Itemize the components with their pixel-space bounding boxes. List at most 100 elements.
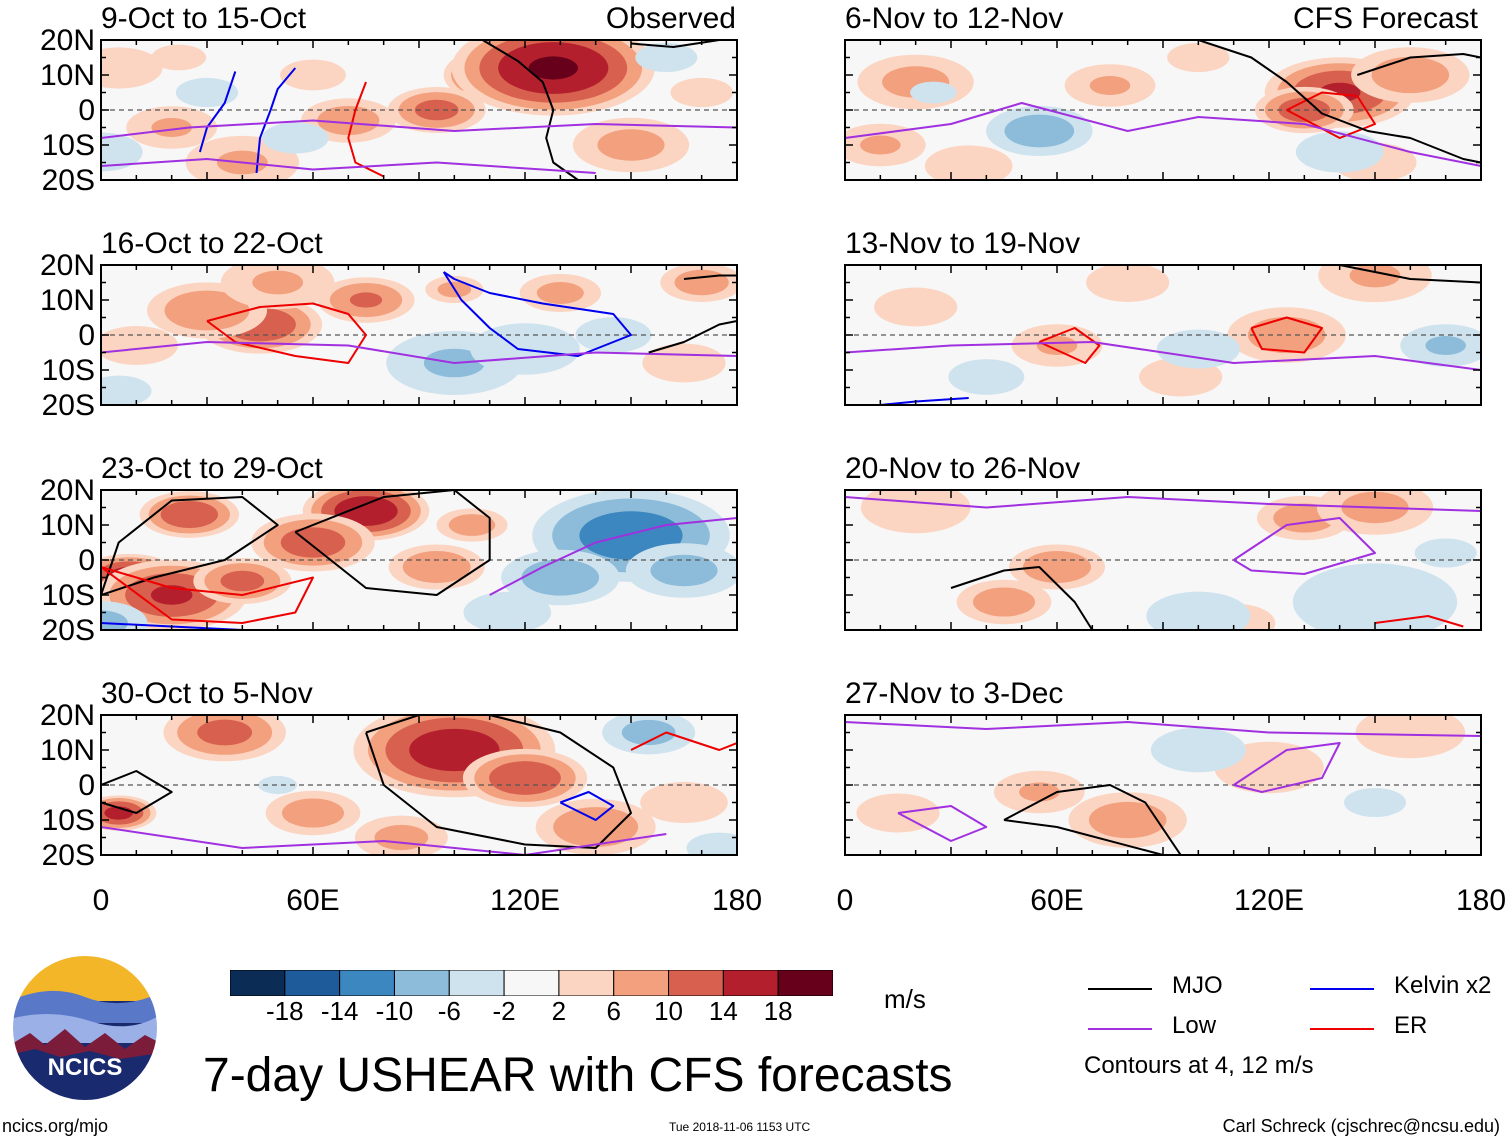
shear-anomaly-positive xyxy=(670,77,733,108)
legend-swatch-er xyxy=(1310,1028,1374,1030)
page-title: 7-day USHEAR with CFS forecasts xyxy=(203,1049,953,1102)
er-contour xyxy=(630,731,737,751)
kelvin-contour xyxy=(198,71,237,153)
contour-note: Contours at 4, 12 m/s xyxy=(1084,1052,1314,1079)
low-contour xyxy=(101,119,737,139)
shear-anomaly-negative xyxy=(910,81,957,104)
panel-8 xyxy=(845,715,1481,855)
colorbar-tick-label: -10 xyxy=(375,996,414,1026)
colorbar-swatch xyxy=(393,970,450,996)
timestamp: Tue 2018-11-06 1153 UTC xyxy=(669,1120,811,1134)
mjo-contour xyxy=(1356,53,1481,76)
x-tick-label: 180 xyxy=(1456,884,1506,917)
colorbar-swatch xyxy=(777,970,833,996)
panel-title-7: 20-Nov to 26-Nov xyxy=(845,452,1081,485)
low-contour xyxy=(897,805,988,842)
mjo-contour xyxy=(648,320,737,354)
low-contour xyxy=(101,826,667,855)
shear-anomaly-negative xyxy=(101,375,152,405)
y-tick-label: 10N xyxy=(40,284,95,317)
colorbar-swatch xyxy=(668,970,724,996)
shear-anomaly-positive xyxy=(252,270,304,295)
unit-label: m/s xyxy=(884,984,926,1014)
x-tick-label: 0 xyxy=(837,884,854,917)
shear-anomaly-positive xyxy=(101,47,163,89)
colorbar xyxy=(230,970,833,996)
mjo-contour xyxy=(950,566,1094,630)
low-contour xyxy=(101,341,737,364)
x-tick-label: 180 xyxy=(712,884,762,917)
site-link[interactable]: ncics.org/mjo xyxy=(2,1116,109,1136)
y-tick-label: 20N xyxy=(40,249,95,282)
legend-label-mjo: MJO xyxy=(1172,972,1223,999)
colorbar-tick-label: -6 xyxy=(437,996,461,1026)
y-tick-label: 20S xyxy=(42,839,95,872)
colorbar-tick-label: 14 xyxy=(708,996,738,1026)
legend-swatch-mjo xyxy=(1088,988,1152,990)
y-tick-label: 0 xyxy=(78,544,95,577)
colorbar-tick-label: -2 xyxy=(492,996,516,1026)
shear-anomaly-negative xyxy=(1004,114,1075,148)
mjo-contour xyxy=(294,490,491,596)
er-contour xyxy=(1286,91,1376,139)
colorbar-swatch xyxy=(448,970,505,996)
colorbar-tick-label: -18 xyxy=(266,996,304,1026)
colorbar-swatch xyxy=(284,970,341,996)
panel-title-8: 27-Nov to 3-Dec xyxy=(845,677,1064,710)
shear-anomaly-negative xyxy=(262,122,329,154)
x-tick-label: 60E xyxy=(1030,884,1083,917)
legend-swatch-low xyxy=(1088,1028,1152,1030)
panel-title-5: 6-Nov to 12-Nov xyxy=(845,2,1064,35)
shear-anomaly-negative xyxy=(463,591,552,630)
colorbar-swatch xyxy=(503,970,560,996)
ncics-logo: NCICS xyxy=(11,954,159,1102)
colorbar-swatch xyxy=(339,970,395,996)
er-contour xyxy=(101,566,314,624)
shear-anomaly-positive xyxy=(334,496,398,526)
kelvin-contour xyxy=(442,271,632,357)
mjo-contour xyxy=(482,40,579,180)
panel-title-6: 13-Nov to 19-Nov xyxy=(845,227,1081,260)
shear-anomaly-negative xyxy=(1156,329,1240,369)
shear-anomaly-negative xyxy=(635,42,698,73)
colorbar-swatch xyxy=(722,970,779,996)
low-contour xyxy=(845,496,1481,512)
shear-anomaly-positive xyxy=(1355,715,1466,759)
shear-anomaly-positive xyxy=(448,514,496,536)
shear-anomaly-positive xyxy=(402,551,471,583)
low-contour xyxy=(101,158,596,174)
shear-anomaly-negative xyxy=(1146,591,1251,630)
shear-anomaly-positive xyxy=(674,269,729,296)
y-tick-label: 0 xyxy=(78,769,95,802)
low-contour xyxy=(845,102,1481,167)
shear-anomaly-positive xyxy=(860,135,901,155)
y-tick-label: 20S xyxy=(42,614,95,647)
shear-anomaly-positive xyxy=(197,719,253,746)
low-contour xyxy=(845,341,1481,371)
x-tick-label: 120E xyxy=(490,884,560,917)
low-contour xyxy=(845,721,1481,737)
panel-7 xyxy=(845,490,1481,630)
shear-anomaly-negative xyxy=(621,719,676,746)
low-contour xyxy=(489,517,737,596)
shear-anomaly-positive xyxy=(160,501,219,528)
shear-anomaly-positive xyxy=(151,44,207,71)
legend-label-er: ER xyxy=(1394,1012,1428,1039)
shear-anomaly-negative xyxy=(521,559,600,596)
colorbar-tick-label: 10 xyxy=(654,996,683,1026)
er-contour xyxy=(206,302,367,364)
legend-label-low: Low xyxy=(1172,1012,1217,1039)
mjo-contour xyxy=(1003,784,1182,855)
y-tick-label: 10N xyxy=(40,59,95,92)
mjo-contour xyxy=(683,274,737,280)
shear-anomaly-positive xyxy=(1086,265,1170,303)
panel-title-2: 16-Oct to 22-Oct xyxy=(101,227,323,260)
low-contour xyxy=(1233,517,1376,575)
panel-title-4: 30-Oct to 5-Nov xyxy=(101,677,313,710)
shear-anomaly-positive xyxy=(220,570,265,592)
shear-anomaly-positive xyxy=(1089,75,1131,96)
y-tick-label: 0 xyxy=(78,94,95,127)
colorbar-tick-label: 18 xyxy=(763,996,793,1026)
mjo-contour xyxy=(101,770,173,814)
shear-anomaly-negative xyxy=(1292,563,1458,630)
